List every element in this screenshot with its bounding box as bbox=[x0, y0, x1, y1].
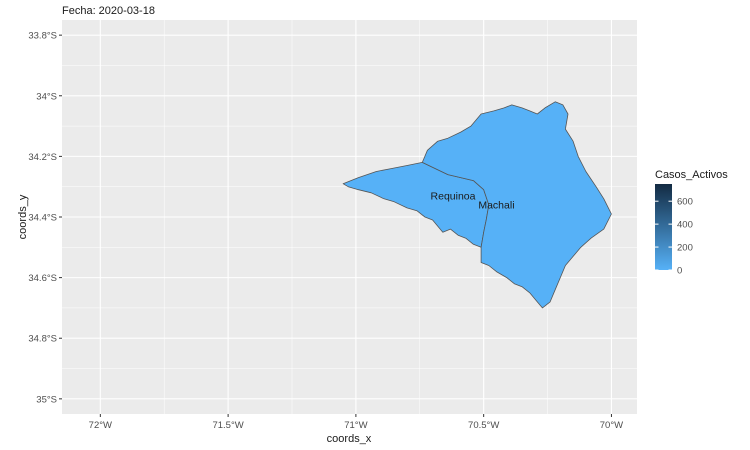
legend-title: Casos_Activos bbox=[655, 169, 728, 181]
y-tick-label: 34.8°S bbox=[28, 334, 57, 345]
x-tick-label: 71°W bbox=[344, 420, 367, 431]
x-tick-label: 72°W bbox=[89, 420, 112, 431]
x-tick-label: 70.5°W bbox=[468, 420, 499, 431]
region-machali bbox=[421, 101, 612, 309]
region-label-requinoa: Requinoa bbox=[431, 190, 476, 202]
x-tick-label: 70°W bbox=[600, 420, 623, 431]
legend-tick-label: 200 bbox=[677, 243, 693, 254]
y-tick-label: 34.4°S bbox=[28, 213, 57, 224]
y-tick-label: 34.2°S bbox=[28, 152, 57, 163]
legend-tick-label: 400 bbox=[677, 220, 693, 231]
y-tick-label: 33.8°S bbox=[28, 31, 57, 42]
legend-tick-label: 0 bbox=[677, 266, 682, 277]
date-subtitle: Fecha: 2020-03-18 bbox=[62, 5, 155, 17]
y-tick-label: 35°S bbox=[36, 394, 57, 405]
legend-colorbar bbox=[655, 184, 672, 270]
legend-tick-label: 600 bbox=[677, 197, 693, 208]
regions-layer bbox=[342, 101, 612, 309]
y-tick-label: 34.6°S bbox=[28, 273, 57, 284]
x-axis-title: coords_x bbox=[327, 433, 372, 445]
x-tick-label: 71.5°W bbox=[212, 420, 243, 431]
y-axis: 33.8°S 34°S 34.2°S 34.4°S 34.6°S 34.8°S 35°S bbox=[28, 31, 62, 405]
y-axis-title: coords_y bbox=[17, 194, 29, 239]
color-legend: Casos_Activos 0 200 400 600 bbox=[655, 169, 728, 277]
y-tick-label: 34°S bbox=[36, 91, 57, 102]
region-label-machali: Machali bbox=[478, 199, 514, 211]
x-axis: 72°W 71.5°W 71°W 70.5°W 70°W bbox=[89, 414, 623, 431]
legend-ticks: 0 200 400 600 bbox=[655, 197, 693, 277]
